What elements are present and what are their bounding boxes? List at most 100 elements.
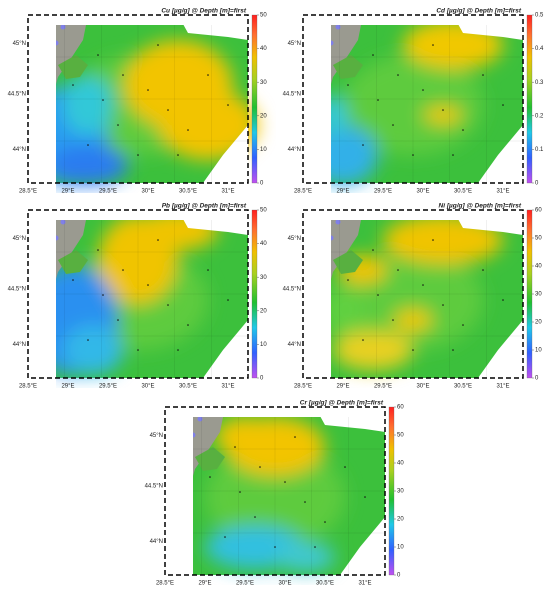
colorbar-label: 0	[397, 573, 401, 579]
station	[177, 154, 179, 156]
lake	[183, 413, 188, 418]
station	[442, 304, 444, 306]
station	[122, 74, 124, 76]
colorbar-label: 0	[535, 376, 539, 382]
station	[377, 99, 379, 101]
lake	[56, 40, 59, 46]
station	[117, 124, 119, 126]
panel-title: Ni [µg/g] @ Depth [m]=first	[439, 203, 522, 210]
colorbar-label: 30	[260, 80, 267, 86]
zone	[63, 325, 123, 375]
colorbar	[251, 209, 258, 379]
colorbar-label: 30	[260, 275, 267, 281]
lat-label: 45°N	[13, 236, 26, 242]
lake	[60, 220, 66, 225]
station	[72, 84, 74, 86]
station	[209, 476, 211, 478]
zone	[403, 25, 503, 70]
lake	[56, 235, 59, 241]
lon-label: 30°E	[141, 384, 154, 390]
lake	[60, 25, 66, 30]
station	[97, 249, 99, 251]
map-panel: Cd [µg/g] @ Depth [m]=first 28.5°E 29°E 29.…	[283, 8, 544, 195]
map-panel: Cu [µg/g] @ Depth [m]=first 28.5°E 29°E 29.…	[8, 8, 268, 195]
lat-label: 44.5°N	[8, 92, 26, 98]
station	[392, 124, 394, 126]
station	[87, 144, 89, 146]
zone	[205, 447, 345, 547]
map-frame	[27, 14, 249, 184]
land	[193, 417, 223, 476]
station	[102, 294, 104, 296]
lake	[38, 228, 43, 233]
lat-label: 44°N	[150, 539, 163, 545]
station	[377, 294, 379, 296]
no-data-area	[478, 320, 523, 378]
colorbar-label: 0.1	[535, 147, 544, 153]
station	[412, 154, 414, 156]
colorbar-label: 0.3	[535, 80, 544, 86]
lake	[46, 21, 51, 26]
danube-delta	[333, 250, 363, 274]
colorbar	[251, 14, 258, 184]
station	[259, 466, 261, 468]
zone	[56, 145, 128, 185]
lon-label: 28.5°E	[294, 189, 312, 195]
station	[344, 466, 346, 468]
zone	[275, 542, 335, 572]
colorbar-label: 50	[260, 13, 267, 19]
colorbar-label: 20	[397, 517, 404, 523]
station	[137, 154, 139, 156]
lon-label: 29.5°E	[374, 189, 392, 195]
lake	[313, 228, 318, 233]
colorbar-label: 10	[535, 348, 542, 354]
station	[304, 501, 306, 503]
map-panel: Pb [µg/g] @ Depth [m]=first 28.5°E 29°E 29.…	[8, 203, 268, 390]
colorbar-label: 50	[535, 236, 542, 242]
lake	[331, 40, 334, 46]
station	[432, 44, 434, 46]
lake	[313, 33, 318, 38]
station	[187, 129, 189, 131]
zone	[343, 55, 483, 155]
lon-label: 30.5°E	[454, 384, 472, 390]
station	[362, 339, 364, 341]
colorbar-label: 0.2	[535, 113, 544, 119]
lon-label: 29.5°E	[99, 384, 117, 390]
colorbar-label: 0	[260, 181, 264, 187]
concentration-field	[56, 220, 218, 375]
concentration-field	[331, 25, 503, 185]
station	[207, 74, 209, 76]
lon-label: 28.5°E	[156, 581, 174, 587]
no-data-area	[320, 417, 385, 432]
danube-delta	[58, 55, 88, 79]
station	[122, 269, 124, 271]
colorbar-label: 10	[260, 342, 267, 348]
station	[314, 546, 316, 548]
station	[422, 89, 424, 91]
lon-label: 31°E	[221, 189, 234, 195]
colorbar-label: 30	[535, 292, 542, 298]
land	[56, 25, 86, 84]
colorbar-label: 0.4	[535, 46, 544, 52]
colorbar-label: 50	[260, 208, 267, 214]
colorbar-label: 0.5	[535, 13, 544, 19]
zone	[63, 75, 113, 135]
colorbar-label: 60	[535, 208, 542, 214]
land	[331, 220, 361, 279]
station	[482, 269, 484, 271]
danube-delta	[58, 250, 88, 274]
lake	[46, 216, 51, 221]
lat-label: 44.5°N	[145, 484, 163, 490]
concentration-field	[205, 417, 345, 572]
map-frame	[164, 406, 386, 576]
danube-delta	[333, 55, 363, 79]
map-area	[46, 21, 258, 185]
lake	[331, 235, 334, 241]
lon-label: 30.5°E	[179, 189, 197, 195]
station	[187, 324, 189, 326]
lon-label: 29.5°E	[374, 384, 392, 390]
station	[362, 144, 364, 146]
land	[56, 220, 86, 279]
colorbar	[526, 209, 533, 379]
